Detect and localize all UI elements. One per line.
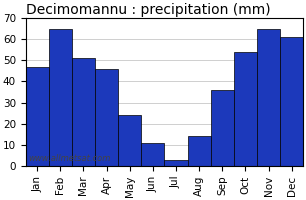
Bar xyxy=(211,90,234,166)
Bar xyxy=(49,29,72,166)
Bar xyxy=(280,37,303,166)
Bar xyxy=(72,58,95,166)
Bar xyxy=(95,69,118,166)
Text: www.allmetsat.com: www.allmetsat.com xyxy=(28,154,111,163)
Bar xyxy=(164,160,188,166)
Bar xyxy=(118,115,141,166)
Bar xyxy=(234,52,257,166)
Bar xyxy=(141,143,164,166)
Bar xyxy=(26,67,49,166)
Text: Decimomannu : precipitation (mm): Decimomannu : precipitation (mm) xyxy=(26,3,270,17)
Bar xyxy=(188,136,211,166)
Bar xyxy=(257,29,280,166)
